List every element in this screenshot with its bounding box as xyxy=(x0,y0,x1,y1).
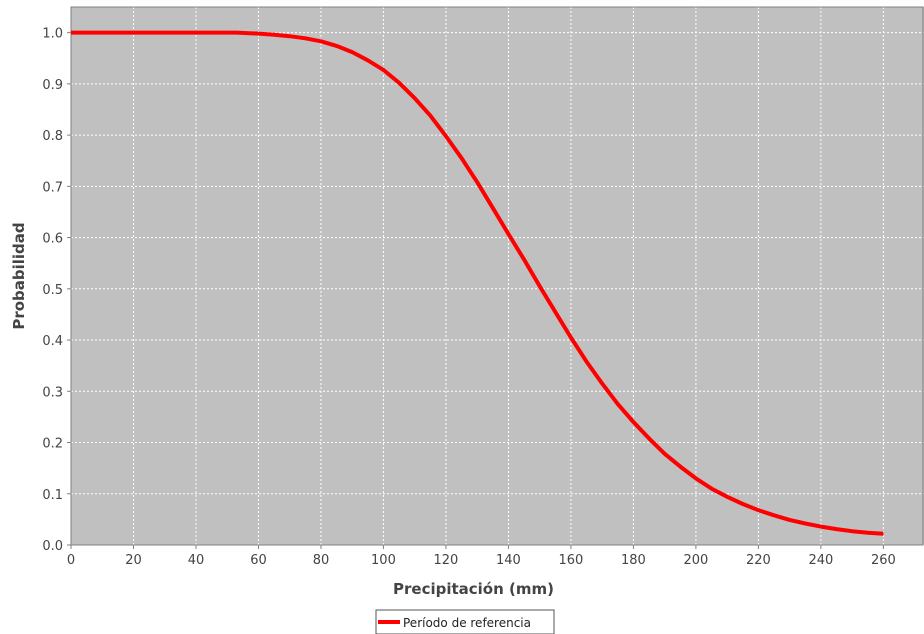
y-tick-label: 0.0 xyxy=(42,539,63,554)
series-layer xyxy=(71,30,884,536)
x-tick-label: 60 xyxy=(250,553,267,568)
x-tick-label: 40 xyxy=(188,553,205,568)
plot-area xyxy=(71,7,924,545)
legend-box xyxy=(375,609,555,634)
x-tick-label: 160 xyxy=(559,553,584,568)
x-tick-label: 220 xyxy=(746,553,771,568)
x-tick-label: 80 xyxy=(313,553,330,568)
axes: 0 20 40 60 80 100 120 140 160 180 200 220 240 260 0.0 0… xyxy=(42,27,895,568)
grid-lines xyxy=(70,7,924,546)
legend: Período de referencia xyxy=(375,609,555,634)
x-axis-title: Precipitación (mm) xyxy=(393,580,554,598)
x-tick-label: 200 xyxy=(683,553,708,568)
y-tick-label: 0.4 xyxy=(42,334,63,349)
y-tick-label: 0.3 xyxy=(42,385,63,400)
y-tick-label: 0.2 xyxy=(42,437,63,452)
y-tick-label: 1.0 xyxy=(42,27,63,42)
x-tick-label: 120 xyxy=(434,553,459,568)
y-tick-label: 0.6 xyxy=(42,232,63,247)
legend-label: Período de referencia xyxy=(403,616,531,630)
x-tick-label: 180 xyxy=(621,553,646,568)
x-tick-label: 20 xyxy=(125,553,142,568)
x-tick-label: 240 xyxy=(808,553,833,568)
x-tick-label: 0 xyxy=(67,553,75,568)
series-line-0 xyxy=(71,30,884,536)
x-tick-label: 260 xyxy=(871,553,896,568)
y-tick-label: 0.1 xyxy=(42,488,63,503)
y-tick-label: 0.8 xyxy=(42,129,63,144)
y-tick-label: 0.7 xyxy=(42,180,63,195)
y-tick-label: 0.9 xyxy=(42,78,63,93)
y-tick-label: 0.5 xyxy=(42,283,63,298)
plot-border xyxy=(70,6,924,546)
x-tick-label: 140 xyxy=(496,553,521,568)
x-tick-label: 100 xyxy=(371,553,396,568)
y-axis-title: Probabilidad xyxy=(10,222,28,329)
